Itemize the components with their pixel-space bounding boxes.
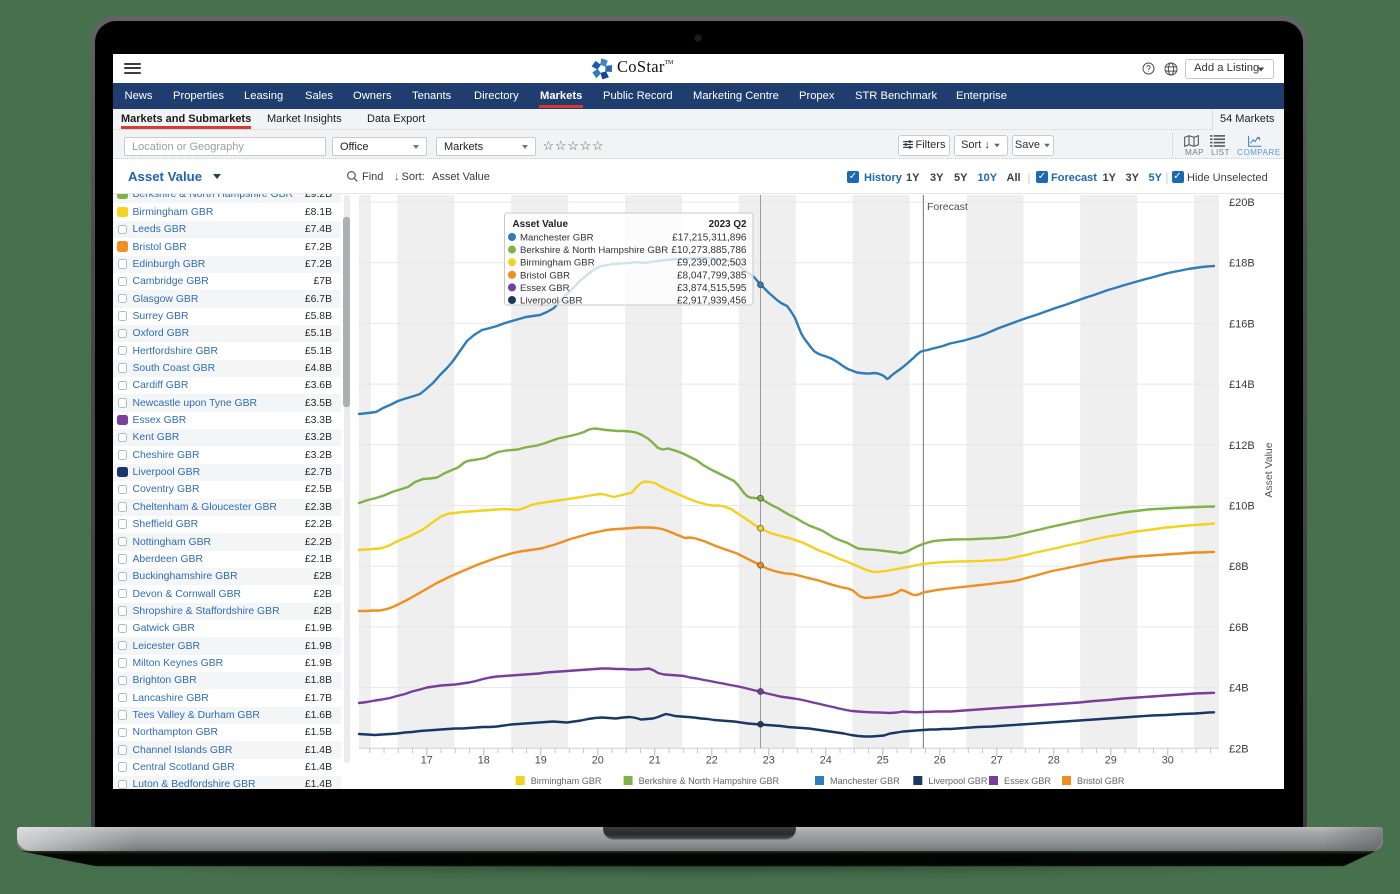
svg-text:£20B: £20B bbox=[1229, 197, 1255, 209]
svg-text:£17,215,311,896: £17,215,311,896 bbox=[672, 233, 747, 244]
svg-text:20: 20 bbox=[592, 755, 604, 767]
svg-text:Birmingham GBR: Birmingham GBR bbox=[520, 258, 595, 269]
svg-text:£3,874,515,595: £3,874,515,595 bbox=[677, 283, 747, 294]
svg-text:Essex GBR: Essex GBR bbox=[520, 283, 570, 294]
svg-text:£2,917,939,456: £2,917,939,456 bbox=[677, 296, 747, 307]
svg-text:Liverpool GBR: Liverpool GBR bbox=[928, 776, 988, 786]
svg-text:17: 17 bbox=[421, 755, 433, 767]
svg-text:Birmingham GBR: Birmingham GBR bbox=[531, 776, 602, 786]
svg-text:£10B: £10B bbox=[1229, 501, 1255, 513]
svg-text:Manchester GBR: Manchester GBR bbox=[520, 233, 594, 244]
svg-text:Berkshire & North Hampshire GB: Berkshire & North Hampshire GBR bbox=[520, 245, 668, 256]
svg-text:19: 19 bbox=[535, 755, 547, 767]
svg-text:£4B: £4B bbox=[1229, 683, 1249, 695]
svg-text:Berkshire & North Hampshire GB: Berkshire & North Hampshire GBR bbox=[639, 776, 780, 786]
svg-text:£6B: £6B bbox=[1229, 622, 1249, 634]
svg-text:£2B: £2B bbox=[1229, 743, 1249, 755]
svg-text:£8,047,799,385: £8,047,799,385 bbox=[677, 270, 747, 281]
svg-text:Liverpool GBR: Liverpool GBR bbox=[520, 296, 582, 307]
svg-text:£16B: £16B bbox=[1229, 318, 1255, 330]
svg-text:Bristol GBR: Bristol GBR bbox=[520, 270, 570, 281]
svg-text:29: 29 bbox=[1105, 755, 1117, 767]
svg-text:23: 23 bbox=[763, 755, 775, 767]
svg-text:2023 Q2: 2023 Q2 bbox=[709, 219, 747, 230]
svg-text:Bristol GBR: Bristol GBR bbox=[1077, 776, 1125, 786]
svg-text:24: 24 bbox=[820, 755, 832, 767]
svg-text:Asset Value: Asset Value bbox=[1263, 442, 1275, 497]
svg-text:Forecast: Forecast bbox=[927, 201, 968, 213]
svg-text:£8B: £8B bbox=[1229, 561, 1249, 573]
svg-text:Asset Value: Asset Value bbox=[513, 219, 569, 230]
svg-text:Manchester GBR: Manchester GBR bbox=[830, 776, 900, 786]
svg-text:30: 30 bbox=[1162, 755, 1174, 767]
svg-text:27: 27 bbox=[991, 755, 1003, 767]
svg-text:21: 21 bbox=[649, 755, 661, 767]
svg-text:£18B: £18B bbox=[1229, 258, 1255, 270]
svg-text:18: 18 bbox=[478, 755, 490, 767]
svg-text:28: 28 bbox=[1048, 755, 1060, 767]
svg-text:£9,239,002,503: £9,239,002,503 bbox=[677, 258, 747, 269]
svg-text:25: 25 bbox=[877, 755, 889, 767]
svg-text:£10,273,885,786: £10,273,885,786 bbox=[671, 245, 747, 256]
svg-text:26: 26 bbox=[934, 755, 946, 767]
svg-text:Essex GBR: Essex GBR bbox=[1004, 776, 1051, 786]
svg-text:22: 22 bbox=[706, 755, 718, 767]
svg-text:£14B: £14B bbox=[1229, 379, 1255, 391]
svg-text:£12B: £12B bbox=[1229, 440, 1255, 452]
